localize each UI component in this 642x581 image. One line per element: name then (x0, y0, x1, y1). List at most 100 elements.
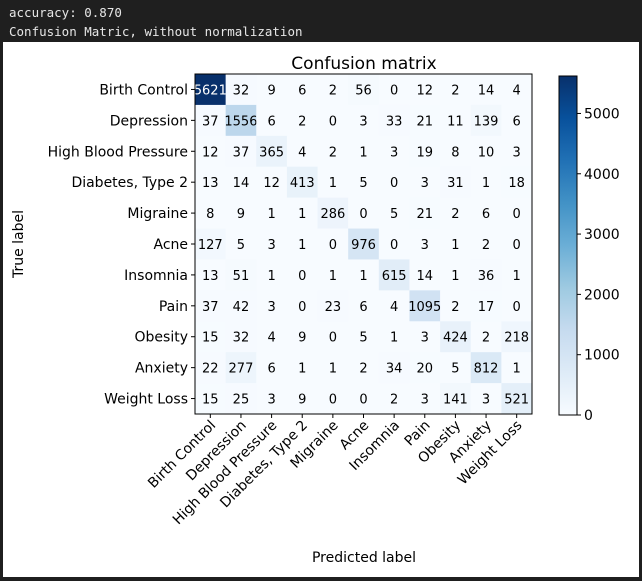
heatmap-cell (470, 135, 502, 168)
heatmap-cell (256, 166, 288, 199)
cell-value: 139 (474, 114, 499, 129)
heatmap-cell (378, 74, 410, 106)
y-tick-label: Weight Loss (104, 392, 188, 408)
accuracy-line: accuracy: 0.870 (9, 5, 122, 20)
cell-value: 0 (298, 269, 306, 284)
heatmap-cell (501, 321, 533, 353)
heatmap-cell (317, 104, 349, 137)
heatmap-cell (440, 135, 472, 168)
cell-value: 31 (447, 176, 464, 191)
cell-value: 0 (329, 238, 337, 253)
heatmap-cell (378, 259, 410, 291)
cell-value: 3 (267, 300, 275, 315)
cell-value: 13 (202, 176, 219, 191)
heatmap-cell (348, 166, 380, 199)
cell-value: 10 (478, 145, 495, 160)
cell-value: 32 (233, 83, 250, 98)
heatmap-cell (317, 166, 349, 199)
colorbar (558, 75, 578, 416)
cell-value: 0 (513, 300, 521, 315)
cell-value: 1 (267, 207, 275, 222)
cell-value: 37 (202, 114, 219, 129)
heatmap-cell (409, 259, 441, 291)
heatmap-cell (256, 259, 288, 291)
heatmap-cell (256, 197, 288, 229)
cell-value: 12 (202, 145, 219, 160)
cell-value: 6 (267, 362, 275, 377)
cell-value: 2 (390, 393, 398, 408)
cell-value: 127 (198, 238, 223, 253)
heatmap-cell (440, 197, 472, 229)
heatmap-cell (195, 104, 227, 137)
cell-value: 19 (416, 145, 433, 160)
cell-value: 3 (267, 238, 275, 253)
heatmap-cell (440, 74, 472, 106)
cell-value: 4 (513, 83, 521, 98)
cell-value: 1 (267, 269, 275, 284)
heatmap-cell (225, 197, 257, 229)
heatmap-cell (286, 74, 318, 106)
heatmap-cell (286, 321, 318, 353)
heatmap-cell (378, 197, 410, 229)
console-output: accuracy: 0.870 Confusion Matric, withou… (9, 3, 639, 41)
y-tick-label: Depression (110, 113, 188, 129)
heatmap-cell (409, 383, 441, 415)
heatmap-cell (195, 166, 227, 199)
cell-value: 22 (202, 362, 219, 377)
heatmap-cell (286, 290, 318, 322)
heatmap-cell (348, 383, 380, 415)
cell-value: 51 (233, 269, 250, 284)
cell-value: 56 (355, 83, 372, 98)
cell-value: 2 (482, 331, 490, 346)
cell-value: 521 (504, 393, 529, 408)
heatmap-cell (409, 74, 441, 106)
cell-value: 1 (482, 176, 490, 191)
cell-value: 2 (329, 83, 337, 98)
cell-value: 20 (416, 362, 433, 377)
cell-value: 6 (513, 114, 521, 129)
cell-value: 6 (298, 83, 306, 98)
cell-value: 9 (267, 83, 275, 98)
heatmap-cell (378, 135, 410, 168)
heatmap-cell (225, 352, 257, 384)
heatmap-cell (195, 74, 227, 106)
heatmap-cell (286, 197, 318, 229)
heatmap-cell (409, 135, 441, 168)
heatmap-cell (225, 259, 257, 291)
heatmap-cell (440, 352, 472, 384)
cell-value: 0 (390, 238, 398, 253)
y-axis-label: True label (11, 210, 27, 279)
heatmap-cell (195, 321, 227, 353)
heatmap-cell (225, 321, 257, 353)
cell-value: 21 (416, 207, 433, 222)
cell-value: 15 (202, 393, 219, 408)
y-tick-label: Diabetes, Type 2 (71, 175, 188, 191)
heatmap-cell (225, 74, 257, 106)
cell-value: 1 (451, 269, 459, 284)
heatmap-cell (225, 166, 257, 199)
heatmap-cell (409, 166, 441, 199)
cell-value: 21 (416, 114, 433, 129)
heatmap-cell (348, 228, 380, 260)
heatmap-cell (256, 228, 288, 260)
heatmap-cell (195, 259, 227, 291)
cell-value: 4 (298, 145, 306, 160)
heatmap-cell (348, 259, 380, 291)
heatmap-cell (378, 352, 410, 384)
heatmap-cell (286, 135, 318, 168)
cell-value: 14 (478, 83, 495, 98)
heatmap-cell (470, 228, 502, 260)
cell-value: 0 (359, 207, 367, 222)
colorbar-tick-label: 0 (584, 408, 593, 424)
heatmap-cell (501, 228, 533, 260)
heatmap-cell (378, 166, 410, 199)
cell-value: 6 (359, 300, 367, 315)
heatmap-cell (378, 383, 410, 415)
cell-value: 5 (451, 362, 459, 377)
output-cell: Confusion matrix 5621 32 9 6 2 56 0 12 2 14 4 37 155… (3, 42, 639, 577)
heatmap-cell (317, 197, 349, 229)
heatmap-cell (317, 228, 349, 260)
cell-value: 33 (386, 114, 403, 129)
heatmap-cell (470, 166, 502, 199)
heatmap-cell (256, 74, 288, 106)
